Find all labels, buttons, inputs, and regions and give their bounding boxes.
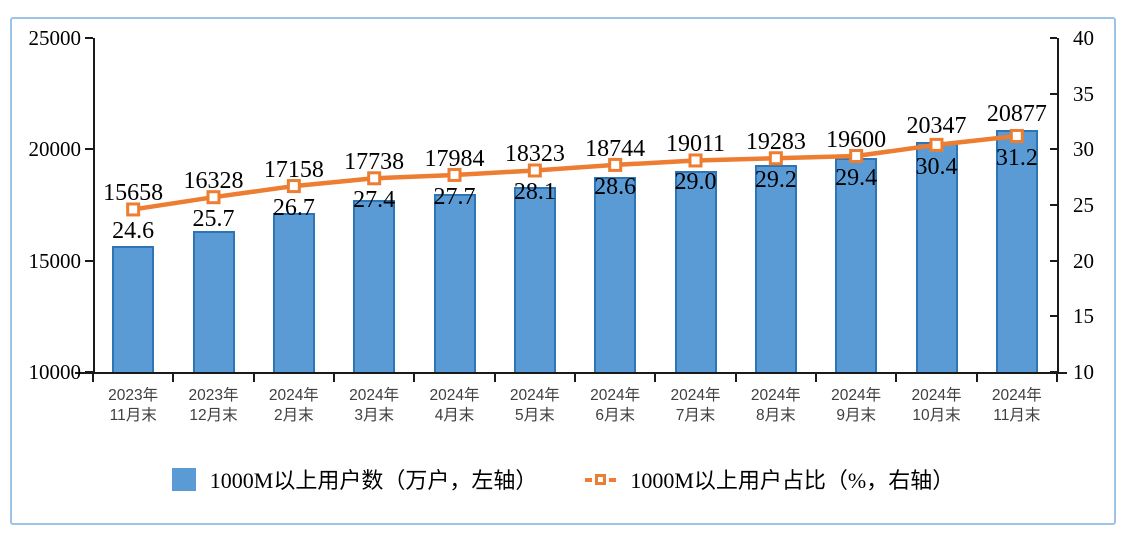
x-axis-tick xyxy=(815,374,817,382)
bar-value-label: 17738 xyxy=(344,149,405,176)
x-axis-tick xyxy=(975,374,978,382)
y-axis-left-tick xyxy=(85,37,93,39)
y-axis-left-tick xyxy=(85,371,93,373)
y-axis-right-tick xyxy=(1050,148,1057,151)
x-axis-tick xyxy=(92,374,94,382)
bar-value-label: 18744 xyxy=(585,135,646,162)
x-axis-category-label: 2024年 3月末 xyxy=(349,387,400,424)
y-axis-left-tick-label: 10000 xyxy=(28,360,82,384)
legend-dash-icon xyxy=(585,477,593,482)
y-axis-right-tick-label: 30 xyxy=(1073,137,1094,162)
bar-value-label: 20347 xyxy=(906,112,967,139)
bar-value-label: 16328 xyxy=(183,168,244,195)
line-percent-label: 27.4 xyxy=(353,187,396,214)
x-axis-category-label: 2024年 6月末 xyxy=(590,387,641,424)
line-series-swatch-icon xyxy=(585,473,617,486)
y-axis-left-tick xyxy=(85,148,93,151)
y-axis-left xyxy=(93,38,95,374)
chart-panel: 10000 15000 20000 25000 10 15 20 25 30 35 40 2023年 … xyxy=(10,17,1116,525)
x-axis-category-label: 2024年 7月末 xyxy=(670,387,721,424)
legend-label-percentage: 1000M以上用户占比（%，右轴） xyxy=(630,468,955,493)
bar xyxy=(594,177,637,372)
y-axis-right-tick xyxy=(1050,204,1057,206)
line-percent-label: 27.7 xyxy=(433,183,476,210)
line-percent-label: 29.2 xyxy=(754,167,797,194)
legend-item-percentage: 1000M以上用户占比（%，右轴） xyxy=(585,463,954,495)
x-axis-tick xyxy=(413,374,416,382)
legend-label-users: 1000M以上用户数（万户，左轴） xyxy=(209,468,538,493)
x-axis-category-label: 2023年 12月末 xyxy=(188,387,239,424)
x-axis-tick xyxy=(1056,374,1058,382)
y-axis-right-tick-label: 15 xyxy=(1073,304,1094,329)
x-axis-category-label: 2023年 11月末 xyxy=(108,387,159,424)
bar-value-label: 19011 xyxy=(665,131,726,158)
line-percent-label: 31.2 xyxy=(995,144,1038,171)
x-axis-tick xyxy=(252,374,255,382)
y-axis-right-tick xyxy=(1050,37,1057,39)
y-axis-left-tick-label: 25000 xyxy=(28,26,82,50)
legend-square-marker-icon xyxy=(595,473,607,485)
y-axis-left-tick-label: 20000 xyxy=(28,137,82,162)
x-axis-tick xyxy=(574,374,576,382)
x-axis-category-label: 2024年 10月末 xyxy=(911,387,962,424)
y-axis-left-tick-label: 15000 xyxy=(28,248,82,273)
x-axis-tick xyxy=(493,374,496,382)
x-axis-tick xyxy=(654,374,657,382)
x-axis-category-label: 2024年 4月末 xyxy=(429,387,480,424)
bar xyxy=(754,165,797,372)
x-axis-category-label: 2024年 5月末 xyxy=(509,387,560,424)
y-axis-left-tick xyxy=(85,259,93,262)
y-axis-right-tick-label: 20 xyxy=(1073,248,1094,273)
legend-dash-icon xyxy=(609,477,617,482)
bar xyxy=(353,199,396,372)
legend-item-users: 1000M以上用户数（万户，左轴） xyxy=(171,463,538,495)
legend: 1000M以上用户数（万户，左轴） 1000M以上用户占比（%，右轴） xyxy=(12,463,1114,495)
bar-value-label: 19283 xyxy=(745,129,806,156)
bar-value-label: 17984 xyxy=(424,145,485,172)
line-percent-label: 29.4 xyxy=(835,165,878,191)
y-axis-right-tick xyxy=(1050,92,1057,95)
y-axis-right-tick xyxy=(1050,259,1057,262)
y-axis-right-tick xyxy=(1050,315,1057,318)
bar-value-label: 20877 xyxy=(986,100,1047,127)
x-axis-category-label: 2024年 9月末 xyxy=(831,387,882,424)
y-axis-right-tick-label: 40 xyxy=(1073,26,1094,50)
line-percent-label: 25.7 xyxy=(192,206,235,233)
y-axis-right-tick-label: 35 xyxy=(1073,81,1094,106)
x-axis-category-label: 2024年 8月末 xyxy=(750,387,801,424)
y-axis-right xyxy=(1057,38,1059,374)
line-percent-label: 26.7 xyxy=(272,195,315,222)
bar xyxy=(272,212,315,372)
bar xyxy=(433,194,476,372)
line-percent-label: 24.6 xyxy=(112,218,155,245)
bar-value-label: 15658 xyxy=(103,180,164,207)
x-axis-category-label: 2024年 11月末 xyxy=(991,387,1042,424)
x-axis-tick xyxy=(734,374,737,382)
line-percent-label: 28.6 xyxy=(594,173,637,200)
bar-series-swatch-icon xyxy=(171,467,196,491)
bar xyxy=(513,186,556,372)
bar-value-label: 17158 xyxy=(263,157,324,184)
bar-value-label: 18323 xyxy=(504,141,565,168)
bar-value-label: 19600 xyxy=(826,127,887,153)
line-percent-label: 30.4 xyxy=(915,153,958,180)
y-axis-right-tick-label: 25 xyxy=(1073,193,1094,217)
x-axis-tick xyxy=(333,374,335,382)
bar xyxy=(112,246,155,372)
line-percent-label: 28.1 xyxy=(513,179,556,206)
bar xyxy=(674,171,717,372)
y-axis-right-tick-label: 10 xyxy=(1073,360,1094,384)
x-axis-tick xyxy=(895,374,898,382)
x-axis-category-label: 2024年 2月末 xyxy=(268,387,319,424)
x-axis-tick xyxy=(172,374,175,382)
y-axis-right-tick xyxy=(1050,371,1057,373)
x-axis xyxy=(75,372,1067,374)
bar xyxy=(192,231,235,372)
line-percent-label: 29.0 xyxy=(674,169,717,196)
